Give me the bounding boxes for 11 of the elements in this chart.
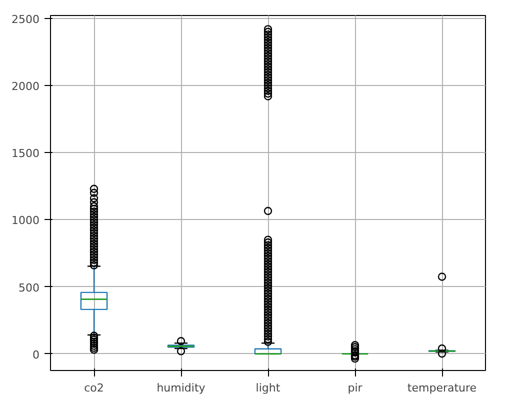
y-tick-label: 2000 (12, 80, 40, 94)
y-tick-label: 1000 (12, 214, 40, 228)
x-tick-label: co2 (84, 382, 104, 394)
y-tick-label: 0 (32, 348, 40, 362)
y-tick-label: 2500 (12, 12, 40, 26)
x-tick-label: humidity (156, 382, 206, 394)
y-tick-label: 500 (18, 281, 40, 294)
x-tick-label: light (256, 382, 281, 394)
x-tick-label: temperature (407, 382, 477, 394)
y-tick-label: 1500 (12, 147, 40, 160)
x-tick-label: pir (348, 382, 363, 394)
